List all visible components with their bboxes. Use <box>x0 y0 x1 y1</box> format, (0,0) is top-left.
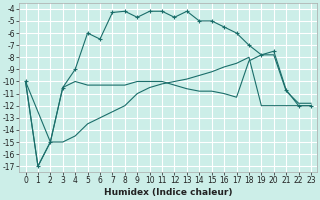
X-axis label: Humidex (Indice chaleur): Humidex (Indice chaleur) <box>104 188 233 197</box>
